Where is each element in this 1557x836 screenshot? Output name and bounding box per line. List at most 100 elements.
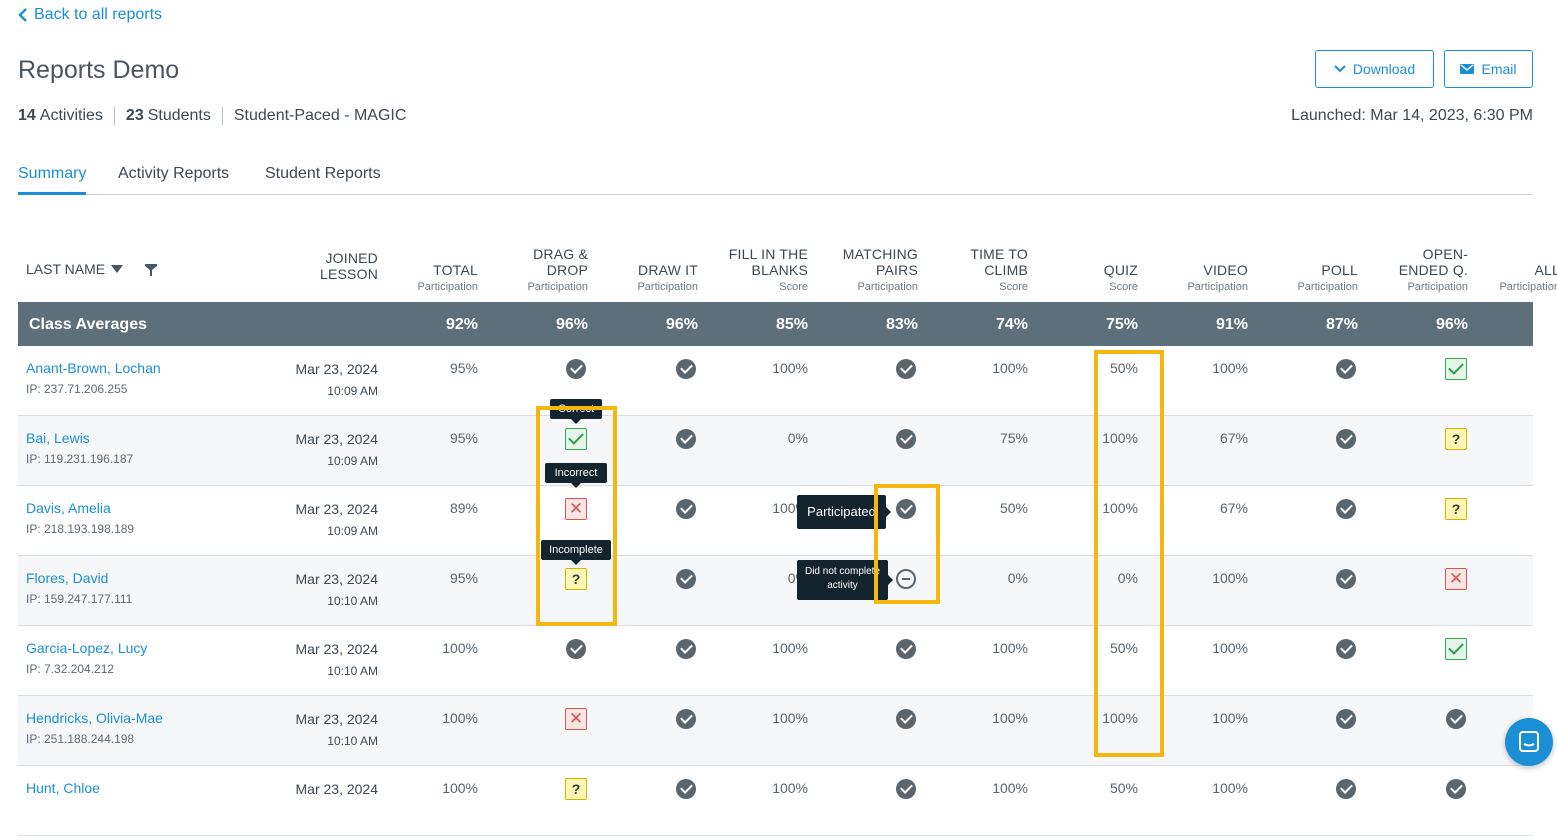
score-value[interactable]: 50% [999, 500, 1028, 516]
participated-check-icon[interactable] [676, 569, 696, 589]
score-value[interactable]: 100% [1102, 430, 1138, 446]
joined-time: 10:09 AM [327, 524, 378, 538]
participated-check-icon[interactable] [1336, 499, 1356, 519]
participated-check-icon[interactable] [1446, 779, 1466, 799]
score-value[interactable]: 100% [1212, 360, 1248, 376]
score-value[interactable]: 0% [728, 570, 808, 586]
tab-student-reports[interactable]: Student Reports [265, 165, 381, 182]
participated-check-icon[interactable] [1446, 709, 1466, 729]
correct-check-icon[interactable] [1445, 358, 1467, 380]
student-name-link[interactable]: Garcia-Lopez, Lucy [26, 640, 148, 656]
participated-check-icon[interactable] [676, 359, 696, 379]
incomplete-question-icon[interactable]: ? [1445, 498, 1467, 520]
student-name-link[interactable]: Hendricks, Olivia-Mae [26, 710, 163, 726]
score-value[interactable]: 100% [442, 640, 478, 656]
column-header-subtitle: Score [1109, 281, 1138, 293]
incorrect-x-icon[interactable]: ✕ [565, 708, 587, 730]
tab-activity-reports[interactable]: Activity Reports [118, 165, 230, 182]
participated-check-icon[interactable] [676, 639, 696, 659]
column-header-label: TIME TO [970, 246, 1028, 262]
filter-icon[interactable] [145, 264, 158, 276]
last-name-sort-header[interactable]: LAST NAME [26, 261, 158, 277]
student-name-link[interactable]: Anant-Brown, Lochan [26, 360, 161, 376]
participated-check-icon[interactable] [896, 779, 916, 799]
students-label: Students [147, 107, 211, 124]
participated-check-icon[interactable] [1336, 639, 1356, 659]
download-label: Download [1352, 61, 1416, 77]
score-value[interactable]: 100% [772, 780, 808, 796]
incorrect-x-icon[interactable]: ✕ [565, 498, 587, 520]
correct-check-icon[interactable] [565, 428, 587, 450]
score-value[interactable]: 100% [1212, 780, 1248, 796]
participated-check-icon[interactable] [896, 429, 916, 449]
participated-check-icon[interactable] [1336, 359, 1356, 379]
score-value[interactable]: 0% [1007, 570, 1028, 586]
score-value[interactable]: 89% [449, 500, 478, 516]
score-value[interactable]: 100% [992, 710, 1028, 726]
participated-check-icon[interactable] [896, 359, 916, 379]
participated-check-icon[interactable] [676, 779, 696, 799]
student-name-link[interactable]: Hunt, Chloe [26, 780, 100, 796]
student-name-link[interactable]: Bai, Lewis [26, 430, 90, 446]
score-value[interactable]: 67% [1219, 500, 1248, 516]
score-value[interactable]: 75% [999, 430, 1028, 446]
score-value[interactable]: 0% [787, 430, 808, 446]
score-value[interactable]: 100% [1212, 710, 1248, 726]
launched-date: Launched: Mar 14, 2023, 6:30 PM [1291, 107, 1533, 124]
participated-check-icon[interactable] [1336, 709, 1356, 729]
incomplete-question-icon[interactable]: ? [565, 568, 587, 590]
score-value[interactable]: 100% [992, 640, 1028, 656]
score-value[interactable]: 100% [772, 500, 808, 516]
score-value[interactable]: 67% [1219, 430, 1248, 446]
score-value[interactable]: 0% [1117, 570, 1138, 586]
score-value[interactable]: 100% [442, 710, 478, 726]
score-value[interactable]: 100% [1212, 640, 1248, 656]
score-value[interactable]: 50% [1109, 640, 1138, 656]
participated-check-icon[interactable] [566, 639, 586, 659]
score-value[interactable]: 100% [1212, 570, 1248, 586]
participated-check-icon[interactable] [896, 499, 916, 519]
score-value[interactable]: 100% [772, 710, 808, 726]
score-value[interactable]: 100% [772, 360, 808, 376]
score-value[interactable]: 95% [449, 570, 478, 586]
score-value[interactable]: 50% [1109, 360, 1138, 376]
tab-summary[interactable]: Summary [18, 165, 87, 195]
student-name-link[interactable]: Davis, Amelia [26, 500, 111, 516]
participated-check-icon[interactable] [676, 499, 696, 519]
participated-check-icon[interactable] [896, 639, 916, 659]
download-button[interactable]: Download [1315, 50, 1434, 88]
email-button[interactable]: Email [1444, 50, 1533, 88]
score-value[interactable]: 100% [442, 780, 478, 796]
participated-check-icon[interactable] [896, 709, 916, 729]
participated-check-icon[interactable] [676, 429, 696, 449]
incomplete-question-icon[interactable]: ? [565, 778, 587, 800]
student-name-link[interactable]: Flores, David [26, 570, 109, 586]
score-value[interactable]: 95% [449, 430, 478, 446]
participated-check-icon[interactable] [566, 359, 586, 379]
participated-check-icon[interactable] [1336, 569, 1356, 589]
incomplete-question-icon[interactable]: ? [1445, 428, 1467, 450]
score-value[interactable]: 100% [772, 640, 808, 656]
score-value[interactable]: 100% [992, 780, 1028, 796]
back-to-reports-link[interactable]: Back to all reports [18, 6, 162, 24]
score-value[interactable]: 100% [1102, 710, 1138, 726]
column-header-subtitle: Participation [1187, 281, 1248, 293]
not-completed-minus-icon[interactable] [896, 569, 916, 589]
participated-check-icon[interactable] [1336, 779, 1356, 799]
column-header: TOTAL Participation [417, 262, 478, 293]
correct-check-icon[interactable] [1445, 638, 1467, 660]
column-header: VIDEO Participation [1187, 262, 1248, 293]
score-value[interactable]: 100% [992, 360, 1028, 376]
class-average-value: 85% [775, 316, 808, 333]
score-value[interactable]: 100% [1102, 500, 1138, 516]
incorrect-x-icon[interactable]: ✕ [1445, 568, 1467, 590]
joined-date: Mar 23, 2024 [295, 711, 379, 727]
joined-date: Mar 23, 2024 [295, 781, 379, 797]
participated-check-icon[interactable] [1336, 429, 1356, 449]
joined-date: Mar 23, 2024 [295, 361, 379, 377]
participated-check-icon[interactable] [676, 709, 696, 729]
student-ip: IP: 251.188.244.198 [26, 732, 135, 746]
score-value[interactable]: 95% [449, 360, 478, 376]
score-value[interactable]: 50% [1109, 780, 1138, 796]
chat-launcher-button[interactable] [1505, 718, 1553, 766]
